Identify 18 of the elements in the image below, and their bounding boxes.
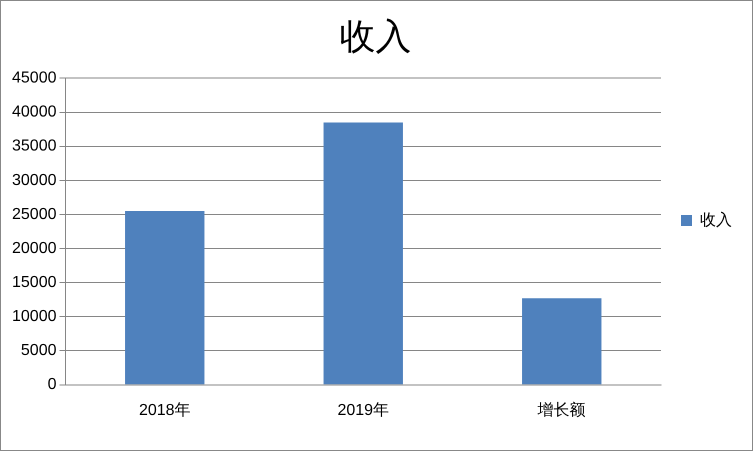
y-tick-label: 5000 [20,342,57,360]
y-tick-label: 20000 [12,240,57,257]
y-tick-label: 40000 [12,104,57,121]
x-tick-label: 2019年 [337,402,390,419]
bar [522,298,602,384]
y-tick-label: 25000 [12,206,57,223]
y-tick-label: 0 [48,376,57,394]
y-tick-label: 15000 [12,274,57,292]
y-tick-label: 10000 [12,308,57,326]
y-tick-label: 45000 [12,70,57,87]
x-tick-label: 2018年 [138,402,191,419]
bar [324,122,403,384]
y-tick-label: 30000 [12,172,57,189]
x-tick-label: 增长额 [536,400,586,419]
chart-title: 收入 [340,16,412,57]
legend-label: 收入 [700,210,732,229]
y-tick-label: 35000 [12,138,57,155]
bar [125,211,204,384]
